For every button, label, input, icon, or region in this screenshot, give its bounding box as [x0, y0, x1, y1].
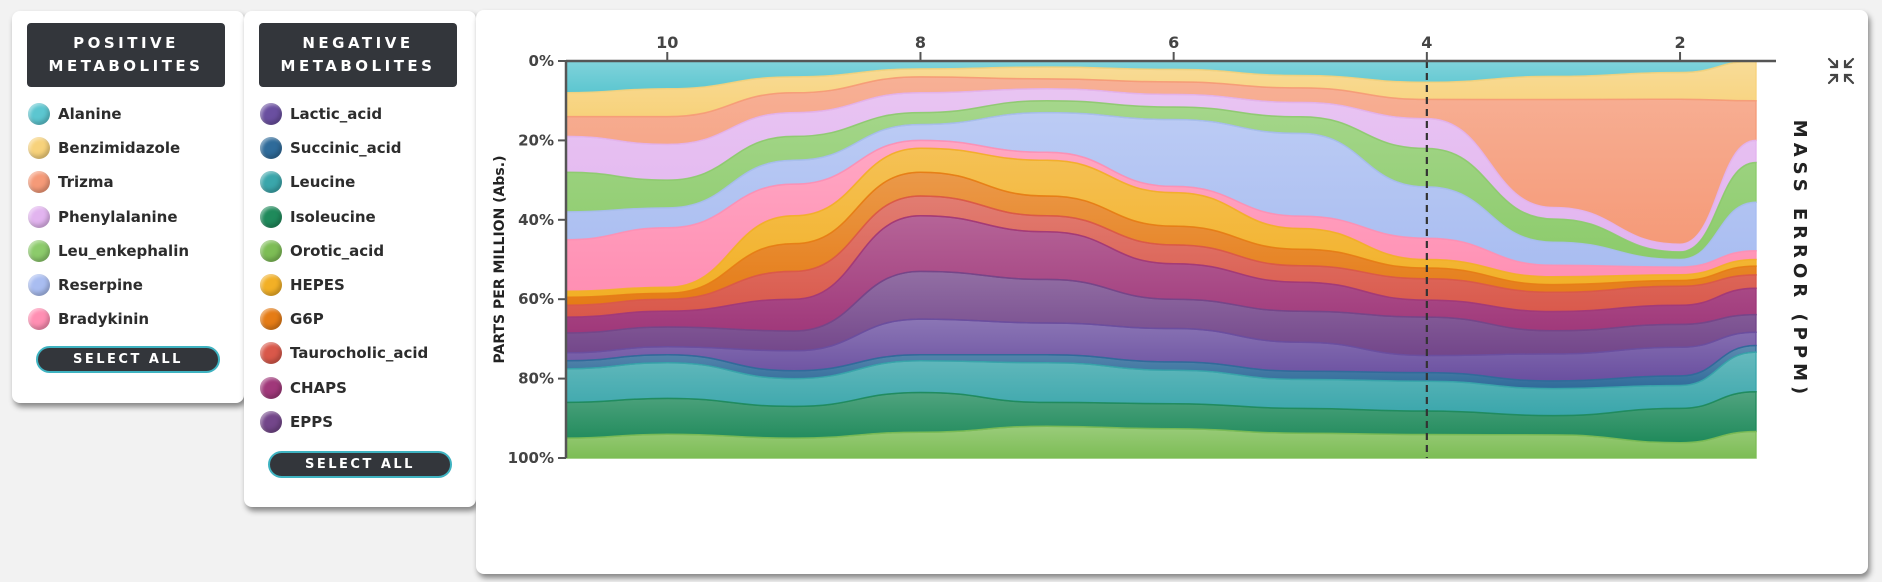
legend-swatch-icon	[260, 239, 282, 262]
x-tick-label: 4	[1421, 33, 1432, 52]
negative-panel-title: NEGATIVE METABOLITES	[259, 23, 457, 87]
right-axis-label: MASS ERROR (PPM)	[1789, 120, 1810, 399]
positive-metabolites-panel: POSITIVE METABOLITES Alanine Benzimidazol…	[12, 11, 244, 403]
x-tick-label: 6	[1168, 33, 1179, 52]
negative-panel-title-line-2: METABOLITES	[280, 57, 436, 75]
y-tick-label: 100%	[508, 449, 554, 467]
legend-item-trizma[interactable]: Trizma	[28, 165, 189, 199]
legend-item-orotic-acid[interactable]: Orotic_acid	[260, 234, 428, 268]
legend-item-bradykinin[interactable]: Bradykinin	[28, 302, 189, 336]
legend-item-isoleucine[interactable]: Isoleucine	[260, 200, 428, 234]
negative-metabolites-panel: NEGATIVE METABOLITES Lactic_acid Succinic…	[244, 11, 476, 507]
legend-item-chaps[interactable]: CHAPS	[260, 371, 428, 405]
positive-panel-title-line-1: POSITIVE	[73, 34, 179, 52]
legend-swatch-icon	[28, 274, 50, 297]
legend-item-hepes[interactable]: HEPES	[260, 268, 428, 302]
area-series-orotic-acid[interactable]	[565, 425, 1757, 459]
legend-swatch-icon	[260, 376, 282, 399]
legend-swatch-icon	[260, 308, 282, 331]
legend-swatch-icon	[28, 205, 50, 228]
x-tick-label: 2	[1674, 33, 1685, 52]
legend-label: Reserpine	[58, 276, 143, 295]
y-axis-label: PARTS PER MILLION (Abs.)	[492, 156, 508, 364]
x-tick-label: 10	[656, 33, 678, 52]
legend-item-epps[interactable]: EPPS	[260, 405, 428, 439]
legend-swatch-icon	[260, 205, 282, 228]
legend-label: Trizma	[58, 173, 114, 192]
legend-label: Alanine	[58, 105, 122, 124]
x-tick-label: 8	[915, 33, 926, 52]
area-series-group	[565, 60, 1757, 459]
legend-swatch-icon	[28, 308, 50, 331]
legend-swatch-icon	[28, 239, 50, 262]
y-tick-label: 80%	[518, 370, 554, 388]
legend-swatch-icon	[28, 103, 50, 126]
legend-swatch-icon	[260, 171, 282, 194]
legend-label: CHAPS	[290, 378, 347, 397]
legend-swatch-icon	[260, 137, 282, 160]
legend-swatch-icon	[260, 103, 282, 126]
legend-label: Bradykinin	[58, 310, 150, 329]
negative-select-all-button[interactable]: SELECT ALL	[268, 451, 452, 478]
y-tick-label: 20%	[518, 131, 554, 149]
positive-select-all-button[interactable]: SELECT ALL	[36, 346, 220, 373]
legend-label: HEPES	[290, 276, 345, 295]
negative-panel-title-line-1: NEGATIVE	[302, 34, 414, 52]
legend-item-phenylalanine[interactable]: Phenylalanine	[28, 200, 189, 234]
legend-label: Lactic_acid	[290, 105, 383, 124]
positive-panel-title-line-2: METABOLITES	[48, 57, 204, 75]
positive-panel-title: POSITIVE METABOLITES	[27, 23, 225, 87]
legend-label: Taurocholic_acid	[290, 344, 429, 363]
chart-panel: 10 8 6 4 2 0% 20% 40% 60% 80% 100% PARTS PER MILLIO…	[476, 10, 1868, 574]
y-tick-label: 0%	[529, 52, 554, 70]
legend-swatch-icon	[28, 137, 50, 160]
legend-item-leu-enkephalin[interactable]: Leu_enkephalin	[28, 234, 189, 268]
legend-item-leucine[interactable]: Leucine	[260, 165, 428, 199]
positive-legend-list: Alanine Benzimidazole Trizma Phenylalanine L…	[28, 97, 189, 336]
legend-label: Leucine	[290, 173, 356, 192]
negative-legend-list: Lactic_acid Succinic_acid Leucine Isoleucin…	[260, 97, 428, 439]
y-tick-label: 40%	[518, 211, 554, 229]
legend-label: Succinic_acid	[290, 139, 402, 158]
legend-item-taurocholic-acid[interactable]: Taurocholic_acid	[260, 336, 428, 370]
legend-item-g6p[interactable]: G6P	[260, 302, 428, 336]
legend-item-benzimidazole[interactable]: Benzimidazole	[28, 131, 189, 165]
legend-label: Phenylalanine	[58, 207, 178, 226]
legend-label: G6P	[290, 310, 324, 329]
legend-swatch-icon	[260, 342, 282, 365]
legend-item-succinic-acid[interactable]: Succinic_acid	[260, 131, 428, 165]
legend-swatch-icon	[260, 274, 282, 297]
legend-swatch-icon	[28, 171, 50, 194]
legend-item-lactic-acid[interactable]: Lactic_acid	[260, 97, 428, 131]
legend-label: Orotic_acid	[290, 241, 385, 260]
stacked-area-chart: 10 8 6 4 20%20%40%60%80%100%PARTS PER MILLIO…	[492, 33, 1810, 467]
legend-label: Leu_enkephalin	[58, 241, 190, 260]
y-tick-label: 60%	[518, 290, 554, 308]
legend-swatch-icon	[260, 410, 282, 433]
legend-label: Isoleucine	[290, 207, 376, 226]
collapse-arrows-icon[interactable]	[1826, 56, 1856, 86]
legend-item-reserpine[interactable]: Reserpine	[28, 268, 189, 302]
legend-label: Benzimidazole	[58, 139, 181, 158]
legend-item-alanine[interactable]: Alanine	[28, 97, 189, 131]
legend-label: EPPS	[290, 412, 334, 431]
